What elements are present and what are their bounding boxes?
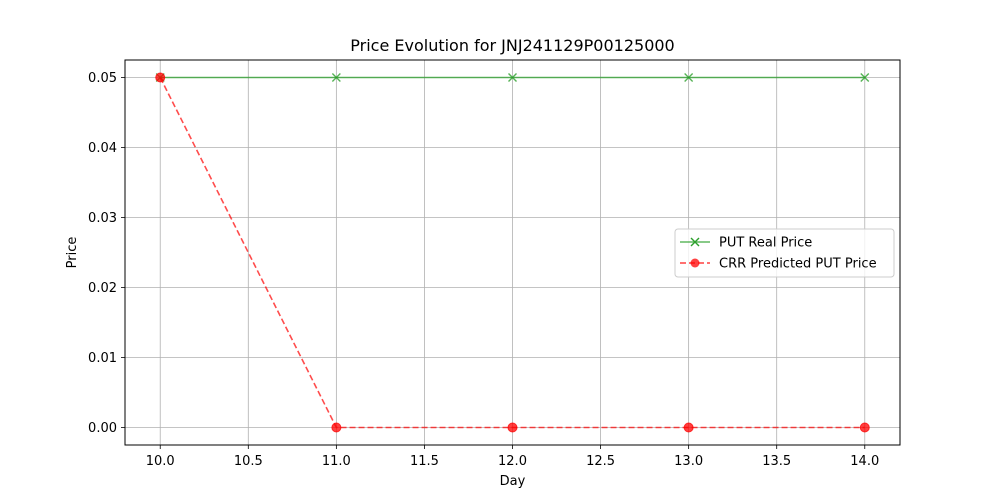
data-point-marker bbox=[860, 73, 870, 82]
legend-marker-swatch bbox=[690, 258, 700, 268]
legend: PUT Real Price CRR Predicted PUT Price bbox=[674, 228, 895, 278]
marker-stroke bbox=[684, 73, 694, 82]
data-point-marker bbox=[507, 422, 518, 433]
data-point-marker bbox=[859, 422, 870, 433]
y-axis-ticks: 0.00 0.01 0.02 0.03 0.04 0.05 bbox=[88, 71, 125, 436]
series-crr-predicted-put-price bbox=[155, 72, 870, 433]
x-tick-label: 11.0 bbox=[322, 454, 351, 469]
marker-stroke bbox=[331, 73, 341, 82]
data-point-marker bbox=[684, 73, 694, 82]
data-point-marker bbox=[331, 422, 342, 433]
marker-stroke bbox=[508, 73, 517, 82]
x-tick-label: 13.0 bbox=[674, 454, 703, 469]
data-point-marker bbox=[683, 422, 694, 433]
y-tick-label: 0.03 bbox=[88, 211, 117, 226]
marker-stroke bbox=[690, 237, 700, 247]
x-tick-label: 13.5 bbox=[762, 454, 791, 469]
y-tick-label: 0.01 bbox=[88, 351, 117, 366]
x-axis-label: Day bbox=[500, 474, 526, 489]
y-tick-label: 0.04 bbox=[88, 141, 117, 156]
legend-label: CRR Predicted PUT Price bbox=[719, 257, 877, 272]
x-tick-label: 10.0 bbox=[146, 454, 175, 469]
legend-entry: CRR Predicted PUT Price bbox=[680, 257, 877, 272]
y-tick-label: 0.00 bbox=[88, 421, 117, 436]
y-tick-label: 0.02 bbox=[88, 281, 117, 296]
data-point-marker bbox=[508, 73, 517, 82]
y-tick-label: 0.05 bbox=[88, 71, 117, 86]
y-axis-label: Price bbox=[65, 237, 80, 269]
x-tick-label: 12.0 bbox=[498, 454, 527, 469]
legend-box bbox=[674, 228, 895, 278]
x-tick-label: 14.0 bbox=[850, 454, 879, 469]
x-tick-label: 10.5 bbox=[234, 454, 263, 469]
x-tick-label: 11.5 bbox=[410, 454, 439, 469]
x-axis-ticks: 10.0 10.5 11.0 11.5 12.0 12.5 13.0 13.5 14.0 bbox=[146, 445, 879, 469]
legend-entries: PUT Real Price CRR Predicted PUT Price bbox=[680, 236, 877, 272]
x-tick-label: 12.5 bbox=[586, 454, 615, 469]
chart-title: Price Evolution for JNJ241129P00125000 bbox=[350, 36, 674, 55]
legend-entry: PUT Real Price bbox=[680, 236, 812, 251]
series-layer bbox=[155, 72, 870, 433]
data-point-marker bbox=[331, 73, 341, 82]
data-point-marker bbox=[155, 72, 166, 83]
marker-stroke bbox=[860, 73, 870, 82]
legend-marker-swatch bbox=[690, 237, 700, 247]
legend-label: PUT Real Price bbox=[719, 236, 812, 251]
